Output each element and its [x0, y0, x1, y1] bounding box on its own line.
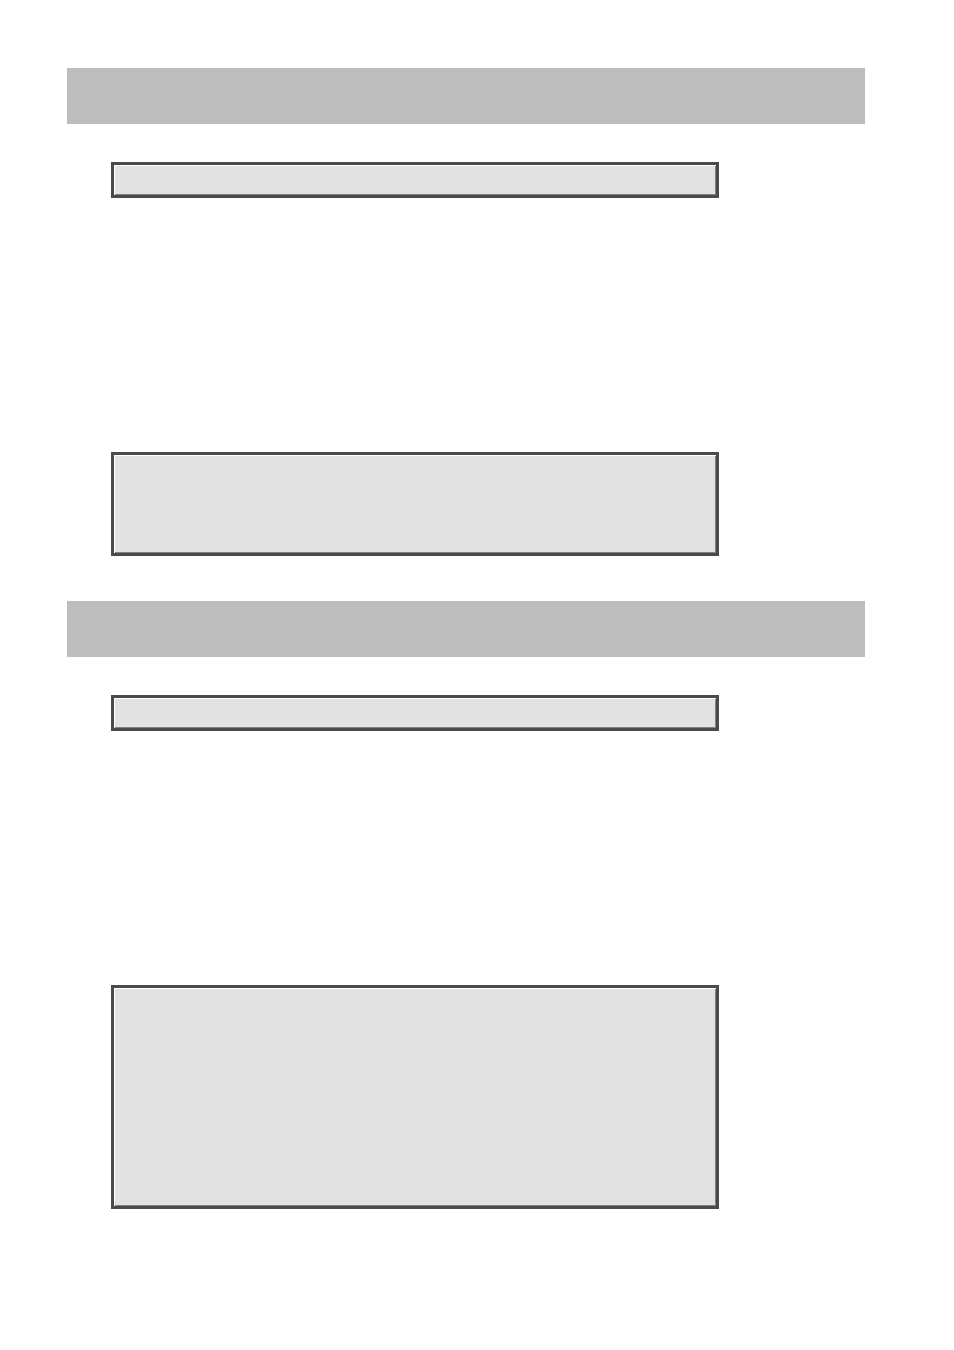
- input-field-1-large[interactable]: [111, 452, 719, 556]
- input-field-1-small[interactable]: [111, 162, 719, 198]
- input-field-2-small[interactable]: [111, 695, 719, 731]
- section-header-2: [67, 601, 865, 657]
- section-header-1: [67, 68, 865, 124]
- input-field-2-large[interactable]: [111, 985, 719, 1209]
